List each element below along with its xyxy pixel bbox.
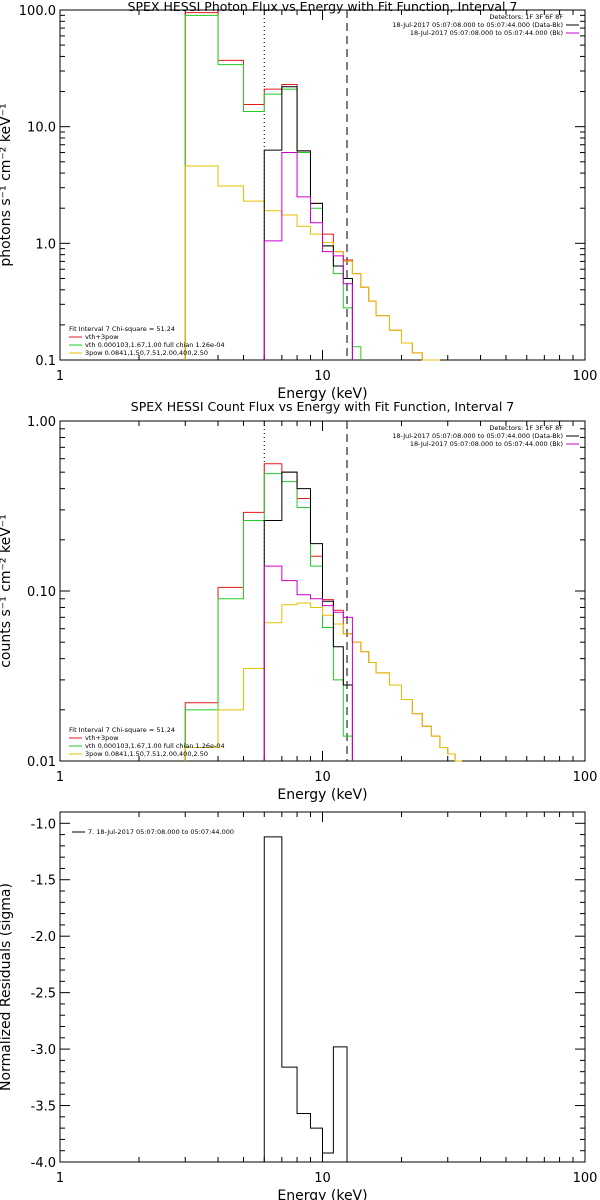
plot-frame <box>59 811 586 1163</box>
detector-header-line: 18-Jul-2017 05:07:08.000 to 05:07:44.000… <box>392 21 563 29</box>
chart-title: SPEX HESSI Count Flux vs Energy with Fit… <box>131 399 514 414</box>
series-vth_plus_3pow-step-line <box>184 463 463 762</box>
fit-legend-entry: vth+3pow <box>85 333 119 341</box>
y-tick-label: -1.5 <box>31 874 56 889</box>
fit-legend-entry: vth 0.000103,1.67,1.00 full chian 1.26e-… <box>85 742 225 750</box>
chart-title: SPEX HESSI Photon Flux vs Energy with Fi… <box>128 0 518 14</box>
fit-legend-title: Fit Interval 7 Chi-square = 51.24 <box>69 726 175 734</box>
y-tick-label: -4.0 <box>31 1156 56 1171</box>
y-axis-label: counts s⁻¹ cm⁻² keV⁻¹ <box>0 514 14 668</box>
x-tick-label: 10 <box>314 1171 331 1186</box>
y-axis-label: photons s⁻¹ cm⁻² keV⁻¹ <box>0 103 14 266</box>
x-axis-label: Energy (keV) <box>277 386 367 402</box>
series-bk-step-line <box>263 152 353 360</box>
x-tick-label: 1 <box>56 369 64 384</box>
series-data_minus_bk-step-line <box>263 86 353 360</box>
x-tick-label: 1 <box>56 1171 64 1186</box>
x-tick-label: 100 <box>573 1171 598 1186</box>
x-tick-label: 100 <box>573 369 598 384</box>
y-tick-label: 1.0 <box>35 237 56 252</box>
detector-header-line: Detectors: 1F 3F 6F 8F <box>489 424 563 432</box>
x-axis-label: Energy (keV) <box>277 1188 367 1200</box>
series-bk-step-line <box>263 565 353 761</box>
series-vth-step-line <box>184 473 353 761</box>
y-tick-label: 0.01 <box>27 755 56 770</box>
y-tick-label: 0.10 <box>27 585 56 600</box>
fit-legend-entry: 3pow 0.0841,1.50,7.51,2.00,400,2.50 <box>85 349 208 357</box>
y-tick-label: -2.5 <box>31 987 56 1002</box>
series-data_minus_bk-step-line <box>263 471 353 761</box>
x-tick-label: 10 <box>314 369 331 384</box>
fit-legend-entry: vth 0.000103,1.67,1.00 full chian 1.26e-… <box>85 341 225 349</box>
fit-legend-entry: 3pow 0.0841,1.50,7.51,2.00,400,2.50 <box>85 750 208 758</box>
series-data_minus_bk-step-line <box>263 836 348 1162</box>
x-tick-label: 100 <box>573 770 598 785</box>
y-tick-label: -2.0 <box>31 930 56 945</box>
detector-header-line: 18-Jul-2017 05:07:08.000 to 05:07:44.000… <box>410 29 563 37</box>
series-3pow-step-line <box>184 602 463 762</box>
y-tick-label: -3.5 <box>31 1100 56 1115</box>
y-tick-label: 1.00 <box>27 415 56 430</box>
x-tick-label: 10 <box>314 770 331 785</box>
y-tick-label: 10.0 <box>27 121 56 136</box>
series-vth-step-line <box>184 14 362 360</box>
x-tick-label: 1 <box>56 770 64 785</box>
detector-header-line: 18-Jul-2017 05:07:08.000 to 05:07:44.000… <box>392 432 563 440</box>
series-3pow-step-line <box>184 165 440 361</box>
fit-legend-entry: vth+3pow <box>85 734 119 742</box>
detector-header-line: Detectors: 1F 3F 6F 8F <box>489 13 563 21</box>
plot-frame <box>59 9 586 361</box>
fit-legend-title: Fit Interval 7 Chi-square = 51.24 <box>69 325 175 333</box>
y-tick-label: -1.0 <box>31 817 56 832</box>
y-tick-label: 100.0 <box>19 4 56 19</box>
y-tick-label: 0.1 <box>35 354 56 369</box>
y-tick-label: -3.0 <box>31 1043 56 1058</box>
detector-header-line: 18-Jul-2017 05:07:08.000 to 05:07:44.000… <box>410 440 563 448</box>
y-axis-label: Normalized Residuals (sigma) <box>0 883 14 1091</box>
residual-legend-label: 7. 18-Jul-2017 05:07:08.000 to 05:07:44.… <box>88 828 234 836</box>
x-axis-label: Energy (keV) <box>277 787 367 803</box>
